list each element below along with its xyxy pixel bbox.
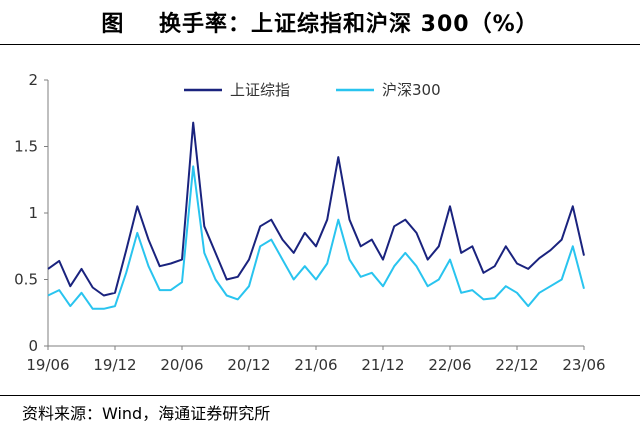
series-line-sse — [47, 121, 585, 297]
x-tick-label: 21/12 — [361, 356, 404, 374]
chart-axes: 0 0.5 1 1.5 2 19/06 19/12 20/06 20/12 21/06 21/12 2… — [14, 71, 605, 374]
source-note: 资料来源：Wind，海通证券研究所 — [22, 404, 271, 423]
source-rule — [0, 395, 640, 396]
figure-title: 图 换手率：上证综指和沪深 300（%） — [0, 0, 640, 44]
x-tick-label: 21/06 — [294, 356, 337, 374]
chart-series-lines — [47, 121, 585, 310]
x-tick-label: 22/06 — [428, 356, 471, 374]
y-tick-label: 0 — [28, 337, 38, 355]
chart-legend: 上证综指 沪深300 — [184, 81, 441, 99]
x-tick-label: 19/12 — [93, 356, 136, 374]
x-tick-label: 23/06 — [562, 356, 605, 374]
x-tick-label: 20/12 — [227, 356, 270, 374]
y-tick-label: 1 — [28, 204, 38, 222]
y-tick-label: 2 — [28, 71, 38, 89]
series-line-csi300 — [47, 165, 585, 310]
legend-label: 沪深300 — [382, 81, 441, 99]
legend-label: 上证综指 — [230, 81, 290, 99]
x-tick-label: 19/06 — [26, 356, 69, 374]
x-tick-label: 22/12 — [495, 356, 538, 374]
figure-title-text: 图 换手率：上证综指和沪深 300（%） — [101, 12, 539, 37]
x-tick-label: 20/06 — [160, 356, 203, 374]
title-rule — [0, 44, 640, 45]
y-tick-label: 1.5 — [14, 138, 38, 156]
turnover-line-chart: 0 0.5 1 1.5 2 19/06 19/12 20/06 20/12 21/06 21/12 2… — [14, 71, 605, 374]
y-tick-label: 0.5 — [14, 271, 38, 289]
